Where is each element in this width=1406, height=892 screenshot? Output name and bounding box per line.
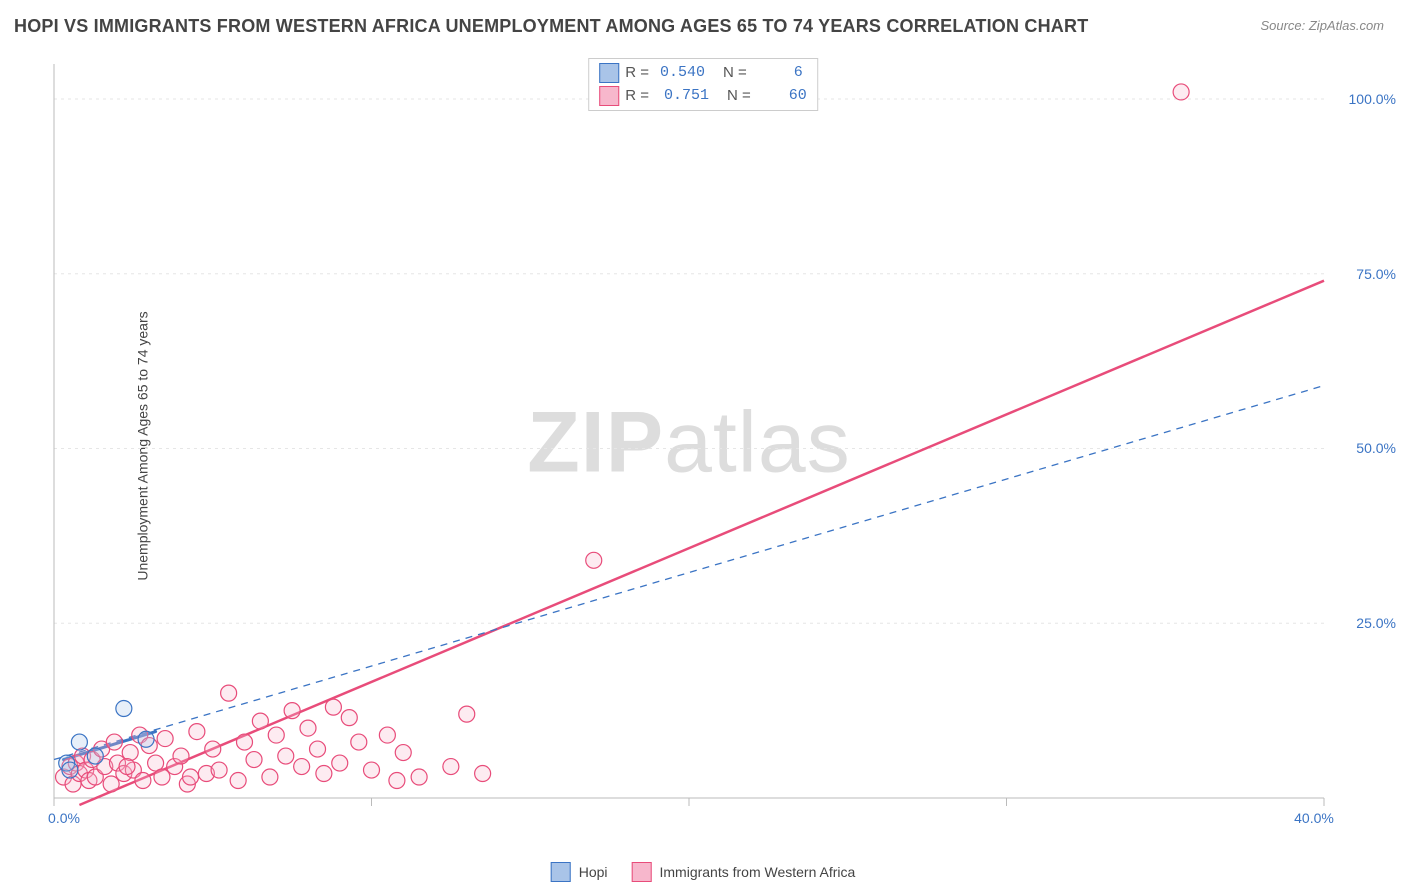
ytick-label-50: 50.0% — [1356, 440, 1396, 456]
r-value-immigrants: 0.751 — [655, 85, 709, 108]
ytick-label-100: 100.0% — [1349, 91, 1396, 107]
chart-title: HOPI VS IMMIGRANTS FROM WESTERN AFRICA U… — [14, 16, 1088, 37]
r-value-hopi: 0.540 — [655, 62, 705, 85]
ytick-label-75: 75.0% — [1356, 266, 1396, 282]
stats-legend: R = 0.540 N = 6 R = 0.751 N = 60 — [588, 58, 818, 111]
source-attribution: Source: ZipAtlas.com — [1260, 18, 1384, 33]
ytick-label-25: 25.0% — [1356, 615, 1396, 631]
xtick-label-0: 0.0% — [48, 810, 80, 826]
plot-area: ZIPatlas — [48, 58, 1330, 828]
legend-swatch-immigrants — [632, 862, 652, 882]
n-label: N = — [727, 85, 751, 108]
legend-label-hopi: Hopi — [579, 864, 608, 880]
legend-label-immigrants: Immigrants from Western Africa — [660, 864, 856, 880]
xtick-label-40: 40.0% — [1294, 810, 1334, 826]
swatch-immigrants — [599, 86, 619, 106]
legend-item-hopi: Hopi — [551, 862, 608, 882]
r-label: R = — [625, 85, 649, 108]
swatch-hopi — [599, 63, 619, 83]
bottom-legend: Hopi Immigrants from Western Africa — [551, 862, 856, 882]
legend-item-immigrants: Immigrants from Western Africa — [632, 862, 856, 882]
legend-swatch-hopi — [551, 862, 571, 882]
chart-container: HOPI VS IMMIGRANTS FROM WESTERN AFRICA U… — [0, 0, 1406, 892]
r-label: R = — [625, 62, 649, 85]
n-value-immigrants: 60 — [757, 85, 807, 108]
stats-row-immigrants: R = 0.751 N = 60 — [599, 85, 807, 108]
n-value-hopi: 6 — [753, 62, 803, 85]
chart-svg — [48, 58, 1330, 828]
n-label: N = — [723, 62, 747, 85]
stats-row-hopi: R = 0.540 N = 6 — [599, 62, 807, 85]
